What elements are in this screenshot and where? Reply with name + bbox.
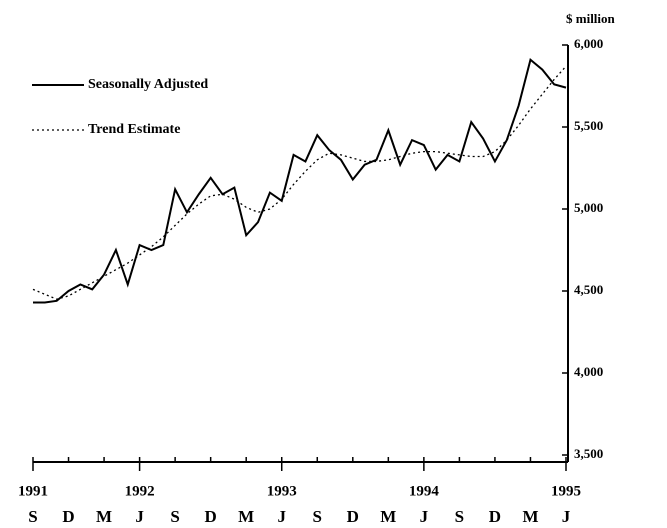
- x-tick-label: M: [96, 507, 112, 526]
- y-tick-label: 6,000: [574, 36, 603, 51]
- y-tick-label: 5,000: [574, 200, 603, 215]
- year-label: 1995: [551, 483, 581, 499]
- x-tick-label: S: [455, 507, 464, 526]
- y-tick-label: 4,000: [574, 364, 603, 379]
- year-label: 1991: [18, 483, 48, 499]
- year-label: 1992: [125, 483, 155, 499]
- x-tick-label: S: [170, 507, 179, 526]
- year-label: 1994: [409, 483, 440, 499]
- legend-label: Seasonally Adjusted: [88, 77, 208, 92]
- y-tick-label: 4,500: [574, 282, 603, 297]
- x-tick-label: M: [522, 507, 538, 526]
- y-axis-label: $ million: [566, 11, 616, 26]
- x-tick-label: J: [135, 507, 144, 526]
- x-tick-label: S: [28, 507, 37, 526]
- series-line: [33, 57, 567, 304]
- series-line: [32, 65, 567, 300]
- x-tick-label: M: [238, 507, 254, 526]
- x-tick-label: S: [313, 507, 322, 526]
- x-tick-label: D: [62, 507, 74, 526]
- x-tick-label: J: [420, 507, 429, 526]
- legend-label: Trend Estimate: [88, 122, 180, 137]
- x-tick-label: D: [347, 507, 359, 526]
- y-tick-label: 3,500: [574, 446, 603, 461]
- year-label: 1993: [267, 483, 297, 499]
- x-tick-label: D: [205, 507, 217, 526]
- y-tick-label: 5,500: [574, 118, 603, 133]
- x-tick-label: D: [489, 507, 501, 526]
- x-tick-label: J: [277, 507, 286, 526]
- x-tick-label: J: [562, 507, 571, 526]
- x-tick-label: M: [380, 507, 396, 526]
